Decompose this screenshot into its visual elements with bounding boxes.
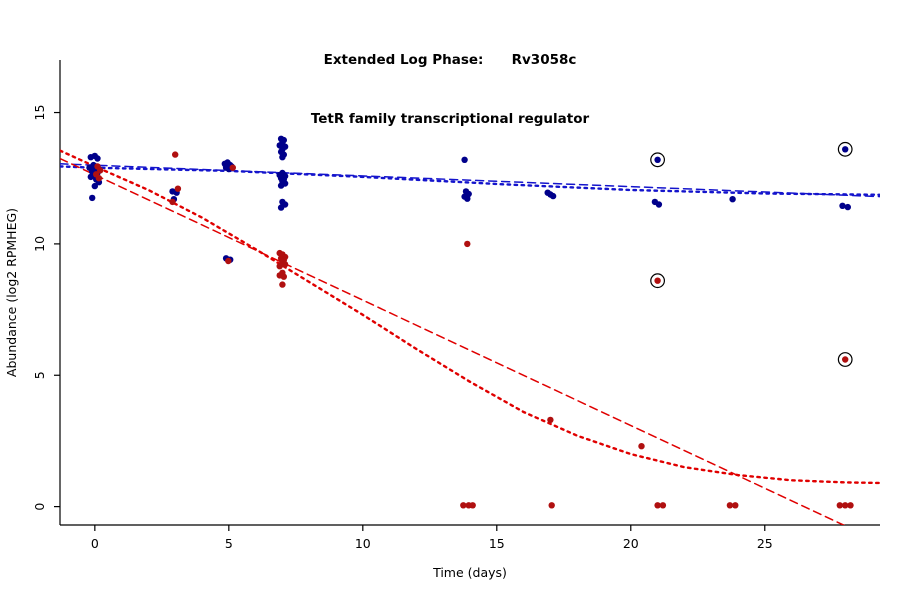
blue-linear-fit	[60, 163, 880, 198]
red-series-point	[280, 273, 287, 280]
blue-series-point	[654, 156, 661, 163]
red-series-point	[726, 502, 734, 509]
red-series-point	[229, 164, 236, 171]
x-tick-label: 20	[623, 536, 639, 551]
x-axis-label: Time (days)	[432, 565, 507, 580]
red-series-point	[842, 356, 849, 363]
blue-series-point	[91, 182, 99, 190]
red-series-point	[842, 502, 849, 509]
blue-series-point	[277, 204, 285, 211]
red-smooth-fit	[60, 149, 880, 485]
highlight-ring	[650, 273, 665, 289]
y-tick-label: 10	[32, 236, 47, 252]
red-series-point	[548, 502, 555, 509]
blue-series-point	[87, 173, 95, 181]
highlight-ring	[837, 352, 853, 367]
blue-series-point	[839, 202, 846, 209]
red-linear-fit	[60, 157, 846, 525]
red-series-point	[174, 185, 182, 192]
red-series-point	[847, 502, 854, 509]
red-series-point	[638, 443, 645, 450]
blue-smooth-fit	[60, 165, 880, 196]
blue-series-point	[461, 156, 468, 163]
red-series-point	[172, 151, 179, 158]
red-series-point	[654, 502, 661, 509]
blue-series-point	[279, 154, 286, 161]
blue-series-point	[549, 192, 557, 200]
red-series-point	[654, 277, 661, 284]
x-tick-label: 15	[489, 536, 505, 551]
y-tick-label: 5	[32, 371, 47, 379]
y-axis-label: Abundance (log2 RPMHEG)	[4, 208, 19, 377]
blue-series-point	[89, 194, 96, 202]
red-series-point	[225, 257, 232, 265]
y-tick-label: 15	[32, 105, 47, 121]
y-tick-label: 0	[32, 503, 47, 511]
red-series-point	[659, 502, 667, 509]
highlight-ring	[837, 141, 853, 157]
blue-series-point	[729, 196, 736, 203]
red-series-point	[547, 416, 554, 424]
red-series-point	[836, 502, 843, 509]
red-series-point	[281, 261, 289, 268]
red-series-point	[169, 198, 176, 206]
blue-series-point	[464, 195, 471, 202]
red-series-point	[97, 167, 104, 174]
x-tick-label: 10	[355, 536, 371, 551]
x-tick-label: 25	[757, 536, 773, 551]
blue-series-point	[277, 182, 285, 189]
red-series-point	[464, 240, 471, 248]
highlight-ring	[650, 152, 665, 168]
red-series-point	[460, 502, 467, 509]
x-tick-label: 5	[225, 536, 233, 551]
blue-series-point	[655, 201, 663, 208]
red-series-point	[732, 502, 739, 509]
red-series-point	[279, 281, 286, 288]
red-series-point	[276, 263, 283, 270]
red-series-point	[95, 175, 103, 182]
blue-series-point	[94, 155, 101, 162]
x-tick-label: 0	[91, 536, 99, 551]
blue-series-point	[844, 203, 851, 211]
blue-series-point	[842, 146, 849, 153]
red-series-point	[469, 502, 476, 509]
